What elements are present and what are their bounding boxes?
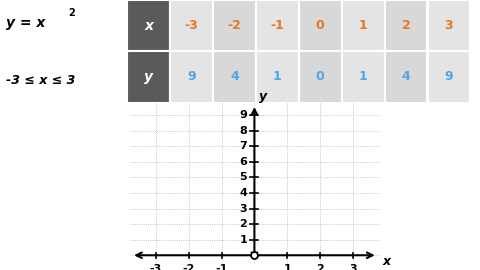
Text: 2: 2 bbox=[240, 219, 247, 229]
Bar bbox=[428, 51, 470, 103]
Text: -3: -3 bbox=[185, 19, 198, 32]
Bar bbox=[384, 51, 428, 103]
Text: 0: 0 bbox=[316, 19, 324, 32]
Text: -3: -3 bbox=[150, 264, 162, 270]
Text: 4: 4 bbox=[240, 188, 247, 198]
Text: 4: 4 bbox=[402, 70, 410, 83]
Text: 3: 3 bbox=[444, 19, 453, 32]
Text: -3 ≤ x ≤ 3: -3 ≤ x ≤ 3 bbox=[7, 73, 76, 86]
Text: 8: 8 bbox=[240, 126, 247, 136]
Text: y = x: y = x bbox=[7, 16, 46, 30]
Text: 1: 1 bbox=[283, 264, 291, 270]
Text: y: y bbox=[259, 90, 267, 103]
Text: 6: 6 bbox=[240, 157, 247, 167]
Text: 1: 1 bbox=[273, 70, 282, 83]
Bar bbox=[299, 0, 342, 51]
Bar bbox=[342, 0, 384, 51]
Text: 7: 7 bbox=[240, 141, 247, 151]
Text: -2: -2 bbox=[228, 19, 241, 32]
Text: 3: 3 bbox=[240, 204, 247, 214]
Text: 3: 3 bbox=[349, 264, 357, 270]
Bar bbox=[127, 0, 170, 51]
Bar bbox=[170, 51, 213, 103]
Bar bbox=[299, 51, 342, 103]
Bar bbox=[428, 0, 470, 51]
Bar bbox=[256, 0, 299, 51]
Bar bbox=[342, 51, 384, 103]
Text: x: x bbox=[144, 19, 153, 33]
Text: 2: 2 bbox=[316, 264, 324, 270]
Text: 2: 2 bbox=[69, 8, 75, 18]
Text: 2: 2 bbox=[402, 19, 410, 32]
Text: 5: 5 bbox=[240, 172, 247, 182]
Bar bbox=[213, 0, 256, 51]
Text: -1: -1 bbox=[216, 264, 228, 270]
Text: 1: 1 bbox=[359, 70, 368, 83]
Text: y: y bbox=[144, 70, 153, 84]
Text: 9: 9 bbox=[187, 70, 196, 83]
Bar bbox=[256, 51, 299, 103]
Text: 1: 1 bbox=[359, 19, 368, 32]
Text: x: x bbox=[383, 255, 391, 268]
Text: 9: 9 bbox=[240, 110, 247, 120]
Text: 1: 1 bbox=[240, 235, 247, 245]
Text: 4: 4 bbox=[230, 70, 239, 83]
Text: -2: -2 bbox=[182, 264, 195, 270]
Text: -1: -1 bbox=[270, 19, 284, 32]
Text: 0: 0 bbox=[316, 70, 324, 83]
Bar bbox=[127, 51, 170, 103]
Bar bbox=[170, 0, 213, 51]
Bar bbox=[213, 51, 256, 103]
Text: 9: 9 bbox=[444, 70, 453, 83]
Bar bbox=[384, 0, 428, 51]
